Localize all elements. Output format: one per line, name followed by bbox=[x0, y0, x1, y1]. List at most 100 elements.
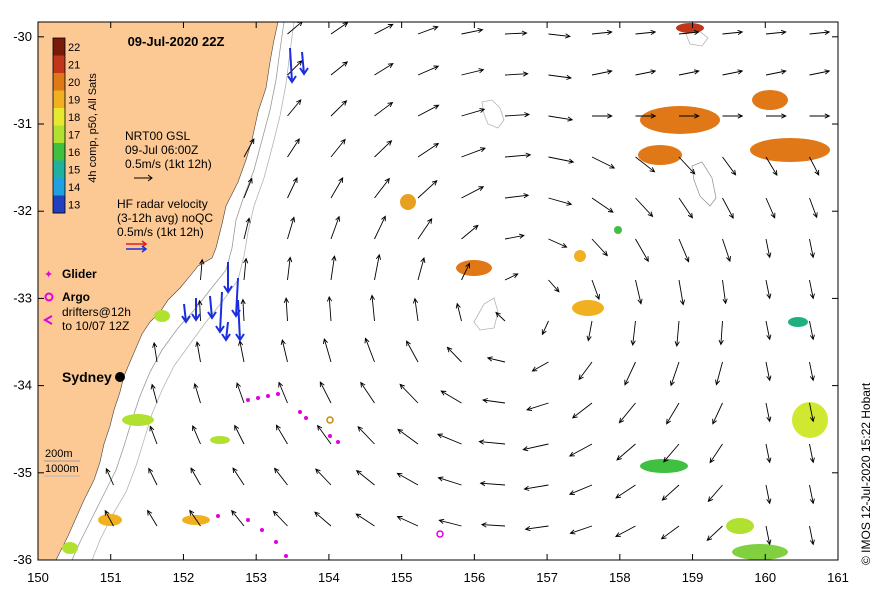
current-arrow bbox=[615, 484, 636, 499]
colorbar-swatch bbox=[53, 90, 65, 109]
current-arrow bbox=[369, 294, 375, 322]
x-tick-label: 161 bbox=[827, 570, 849, 585]
colorbar-swatch bbox=[53, 125, 65, 144]
current-arrow bbox=[765, 29, 787, 35]
hf-legend-line: HF radar velocity bbox=[117, 197, 208, 211]
current-arrow bbox=[548, 156, 575, 164]
current-arrow bbox=[624, 361, 636, 386]
colorbar-swatch bbox=[53, 73, 65, 91]
current-arrow bbox=[541, 320, 549, 336]
current-arrow bbox=[417, 104, 440, 117]
hf-radar-legend: HF radar velocity (3-12h avg) noQC 0.5m/… bbox=[117, 197, 213, 253]
current-arrow bbox=[722, 197, 734, 220]
current-arrow bbox=[722, 238, 731, 263]
current-arrow bbox=[548, 74, 573, 80]
current-arrow bbox=[809, 402, 815, 423]
current-arrow bbox=[104, 509, 114, 527]
current-arrow bbox=[591, 279, 600, 301]
current-arrow bbox=[417, 257, 426, 281]
depth-legend: 200m 1000m bbox=[44, 448, 80, 477]
colorbar-tick-label: 18 bbox=[68, 112, 80, 124]
current-arrow bbox=[150, 383, 158, 404]
current-arrow bbox=[661, 484, 680, 501]
current-arrow bbox=[715, 361, 723, 386]
current-arrow bbox=[504, 112, 531, 118]
current-arrow bbox=[364, 337, 375, 363]
current-arrow bbox=[809, 279, 815, 300]
current-arrow bbox=[674, 320, 680, 348]
y-axis: -30 -31 -32 -33 -34 -35 -36 bbox=[13, 29, 838, 567]
current-arrow bbox=[275, 424, 288, 445]
current-arrow bbox=[678, 279, 686, 306]
current-arrow bbox=[243, 217, 251, 240]
current-arrow bbox=[765, 320, 772, 341]
current-arrow bbox=[765, 197, 776, 219]
current-arrow bbox=[765, 525, 772, 546]
colorbar-swatch bbox=[53, 38, 65, 56]
drifter-legend-line: drifters@12h bbox=[62, 305, 131, 319]
colorbar-swatch bbox=[53, 195, 65, 214]
y-tick-label: -33 bbox=[13, 290, 32, 305]
current-arrow bbox=[461, 107, 486, 117]
current-arrow bbox=[504, 30, 528, 36]
current-arrow bbox=[707, 484, 723, 503]
drifter-legend-line: to 10/07 12Z bbox=[62, 319, 129, 333]
current-arrow bbox=[765, 69, 787, 76]
hf-radar-vectors bbox=[181, 47, 309, 342]
plot-frame bbox=[37, 21, 839, 561]
current-arrow bbox=[417, 65, 440, 76]
current-arrow bbox=[330, 22, 349, 35]
current-arrow bbox=[374, 63, 394, 76]
current-arrow bbox=[504, 273, 519, 281]
isobath-1000m bbox=[91, 22, 295, 560]
seamount-contour bbox=[481, 99, 505, 129]
colorbar-tick-label: 17 bbox=[68, 129, 80, 141]
argo-legend-icon bbox=[44, 292, 54, 302]
current-arrow bbox=[330, 100, 348, 117]
current-arrow bbox=[504, 193, 530, 199]
y-tick-label: -34 bbox=[13, 378, 32, 393]
current-arrow bbox=[722, 113, 744, 119]
current-arrow bbox=[396, 472, 419, 486]
current-arrow bbox=[722, 156, 737, 176]
current-arrow bbox=[635, 69, 657, 76]
current-arrow bbox=[461, 27, 484, 35]
current-arrow bbox=[283, 297, 289, 322]
current-arrow bbox=[417, 217, 433, 240]
current-arrow bbox=[809, 29, 831, 35]
colorbar-tick-label: 22 bbox=[68, 42, 80, 54]
sydney-label: Sydney bbox=[62, 369, 112, 385]
current-arrow bbox=[678, 197, 693, 219]
current-arrow bbox=[105, 467, 114, 486]
seamount-contour bbox=[473, 297, 499, 331]
current-arrow bbox=[287, 256, 293, 281]
map-title: 09-Jul-2020 22Z bbox=[128, 34, 225, 49]
current-arrow bbox=[287, 138, 300, 158]
current-arrow bbox=[287, 216, 296, 240]
hf-scale-arrow-blue bbox=[126, 245, 148, 253]
current-arrow bbox=[809, 197, 818, 219]
x-tick-label: 155 bbox=[391, 570, 413, 585]
colorbar-tick-label: 15 bbox=[68, 164, 80, 176]
copyright-credit: © IMOS 12-Jul-2020 15:22 Hobart bbox=[859, 382, 873, 565]
current-arrow bbox=[571, 402, 593, 419]
current-arrow bbox=[504, 233, 525, 240]
current-arrow bbox=[548, 238, 568, 248]
platform-legend: ✦ Glider Argo drifters@12h to 10/07 12Z bbox=[42, 267, 131, 333]
x-tick-label: 153 bbox=[245, 570, 267, 585]
current-arrow bbox=[568, 484, 593, 495]
depth-1000-label: 1000m bbox=[45, 463, 79, 475]
current-arrow bbox=[195, 340, 201, 363]
current-arrow bbox=[495, 311, 506, 322]
current-arrow bbox=[399, 383, 419, 404]
colorbar-tick-label: 19 bbox=[68, 94, 80, 106]
current-arrow bbox=[397, 428, 419, 445]
drifter-legend-icon bbox=[42, 315, 53, 325]
colorbar-swatch bbox=[53, 143, 65, 161]
current-arrow bbox=[197, 299, 203, 322]
current-arrow bbox=[319, 381, 332, 404]
current-arrow bbox=[330, 176, 344, 199]
y-tick-label: -35 bbox=[13, 465, 32, 480]
current-arrow bbox=[374, 253, 382, 281]
current-arrow bbox=[591, 69, 613, 76]
